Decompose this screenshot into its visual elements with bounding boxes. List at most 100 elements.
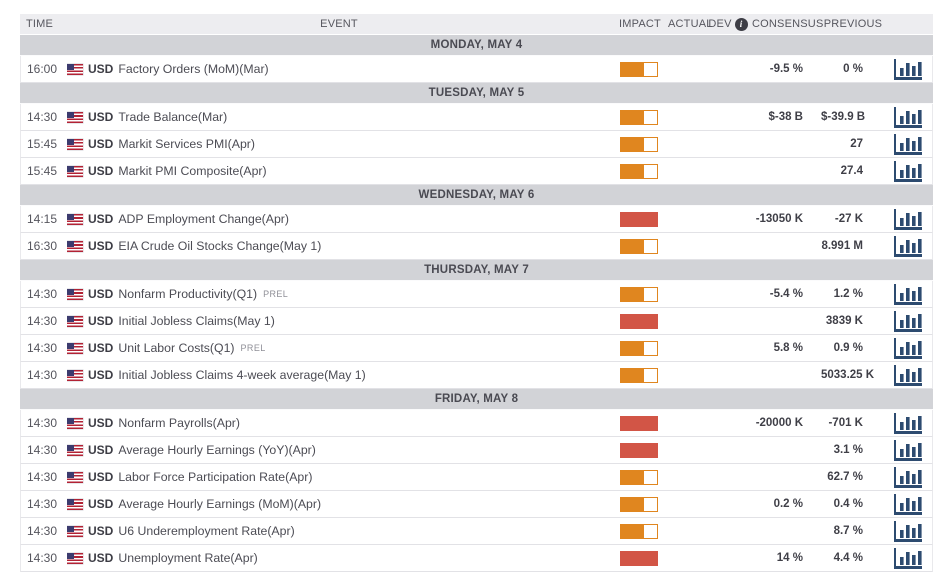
event-row[interactable]: 14:30 USD Unemployment Rate(Apr) 14 % 4.…: [20, 545, 933, 572]
bar-chart-icon: [893, 160, 922, 182]
previous-value: 8.991 M: [821, 240, 863, 252]
impact-indicator-fill: [621, 368, 645, 382]
event-row[interactable]: 14:30 USD Initial Jobless Claims(May 1) …: [20, 308, 933, 335]
bar-chart-icon: [893, 493, 922, 515]
bar-chart-icon: [893, 412, 922, 434]
impact-indicator: [620, 211, 658, 227]
event-suffix-badge: PREL: [240, 343, 266, 353]
currency-label: USD: [88, 212, 114, 226]
currency-label: USD: [88, 470, 114, 484]
currency-label: USD: [88, 416, 114, 430]
event-row[interactable]: 14:30 USD Labor Force Participation Rate…: [20, 464, 933, 491]
event-suffix-badge: PREL: [263, 289, 289, 299]
event-time: 14:30: [27, 110, 58, 124]
currency-label: USD: [88, 164, 114, 178]
event-name: Factory Orders (MoM)(Mar): [118, 62, 269, 76]
event-time: 14:30: [27, 341, 58, 355]
previous-value: 27.4: [840, 165, 863, 177]
event-row[interactable]: 14:30 USD Initial Jobless Claims 4-week …: [20, 362, 933, 389]
event-row[interactable]: 16:30 USD EIA Crude Oil Stocks Change(Ma…: [20, 233, 933, 260]
event-row[interactable]: 14:30 USD Trade Balance(Mar) $-38 B $-39…: [20, 104, 933, 131]
event-row[interactable]: 14:30 USD Nonfarm Productivity(Q1) PREL …: [20, 281, 933, 308]
currency-label: USD: [88, 524, 114, 538]
event-row[interactable]: 14:30 USD Nonfarm Payrolls(Apr) -20000 K…: [20, 410, 933, 437]
event-row[interactable]: 14:30 USD Average Hourly Earnings (YoY)(…: [20, 437, 933, 464]
event-name: Markit PMI Composite(Apr): [118, 164, 267, 178]
event-name: U6 Underemployment Rate(Apr): [118, 524, 295, 538]
event-row[interactable]: 15:45 USD Markit PMI Composite(Apr) 27.4: [20, 158, 933, 185]
impact-indicator-fill: [621, 341, 645, 355]
us-flag-icon: [67, 471, 83, 483]
view-chart-button[interactable]: [893, 466, 923, 488]
consensus-value: -9.5 %: [769, 63, 803, 75]
dev-info-icon[interactable]: i: [734, 17, 748, 31]
view-chart-button[interactable]: [893, 364, 923, 386]
impact-indicator-fill: [621, 164, 645, 178]
impact-indicator: [620, 496, 658, 512]
bar-chart-icon: [893, 133, 922, 155]
view-chart-button[interactable]: [893, 58, 923, 80]
impact-indicator-fill: [621, 314, 657, 328]
bar-chart-icon: [893, 439, 922, 461]
column-header-event: EVENT: [320, 18, 358, 30]
impact-indicator: [620, 163, 658, 179]
bar-chart-icon: [893, 364, 922, 386]
impact-indicator: [620, 286, 658, 302]
us-flag-icon: [67, 552, 83, 564]
impact-indicator-fill: [621, 239, 645, 253]
impact-indicator: [620, 313, 658, 329]
impact-indicator-fill: [621, 137, 645, 151]
view-chart-button[interactable]: [893, 283, 923, 305]
impact-indicator-fill: [621, 524, 645, 538]
impact-indicator-fill: [621, 62, 645, 76]
view-chart-button[interactable]: [893, 208, 923, 230]
column-header-time: TIME: [26, 18, 54, 30]
event-time: 16:30: [27, 239, 58, 253]
view-chart-button[interactable]: [893, 547, 923, 569]
event-time: 14:30: [27, 443, 58, 457]
view-chart-button[interactable]: [893, 310, 923, 332]
view-chart-button[interactable]: [893, 520, 923, 542]
column-header-consensus: CONSENSUS: [752, 18, 824, 30]
impact-indicator: [620, 442, 658, 458]
event-time: 14:30: [27, 287, 58, 301]
impact-indicator: [620, 238, 658, 254]
bar-chart-icon: [893, 208, 922, 230]
table-header: TIME EVENT IMPACT ACTUAL DEV i CONSENSUS…: [20, 14, 933, 35]
currency-label: USD: [88, 137, 114, 151]
event-row[interactable]: 16:00 USD Factory Orders (MoM)(Mar) -9.5…: [20, 56, 933, 83]
currency-label: USD: [88, 368, 114, 382]
view-chart-button[interactable]: [893, 133, 923, 155]
event-row[interactable]: 14:30 USD Unit Labor Costs(Q1) PREL 5.8 …: [20, 335, 933, 362]
view-chart-button[interactable]: [893, 493, 923, 515]
event-name: Initial Jobless Claims 4-week average(Ma…: [118, 368, 366, 382]
bar-chart-icon: [893, 58, 922, 80]
view-chart-button[interactable]: [893, 160, 923, 182]
us-flag-icon: [67, 240, 83, 252]
us-flag-icon: [67, 111, 83, 123]
event-row[interactable]: 14:30 USD U6 Underemployment Rate(Apr) 8…: [20, 518, 933, 545]
us-flag-icon: [67, 369, 83, 381]
view-chart-button[interactable]: [893, 235, 923, 257]
event-row[interactable]: 14:15 USD ADP Employment Change(Apr) -13…: [20, 206, 933, 233]
consensus-value: $-38 B: [768, 111, 803, 123]
view-chart-button[interactable]: [893, 106, 923, 128]
column-header-dev: DEV i: [704, 17, 752, 31]
impact-indicator: [620, 367, 658, 383]
view-chart-button[interactable]: [893, 337, 923, 359]
consensus-value: 14 %: [776, 552, 803, 564]
impact-indicator-fill: [621, 497, 645, 511]
bar-chart-icon: [893, 337, 922, 359]
previous-value: 27: [850, 138, 863, 150]
event-row[interactable]: 15:45 USD Markit Services PMI(Apr) 27: [20, 131, 933, 158]
event-row[interactable]: 14:30 USD Average Hourly Earnings (MoM)(…: [20, 491, 933, 518]
us-flag-icon: [67, 417, 83, 429]
view-chart-button[interactable]: [893, 412, 923, 434]
view-chart-button[interactable]: [893, 439, 923, 461]
previous-value: $-39.9 B: [821, 111, 866, 123]
bar-chart-icon: [893, 520, 922, 542]
impact-indicator-fill: [621, 470, 645, 484]
previous-value: 3.1 %: [833, 444, 863, 456]
consensus-value: 5.8 %: [773, 342, 803, 354]
event-time: 14:30: [27, 314, 58, 328]
